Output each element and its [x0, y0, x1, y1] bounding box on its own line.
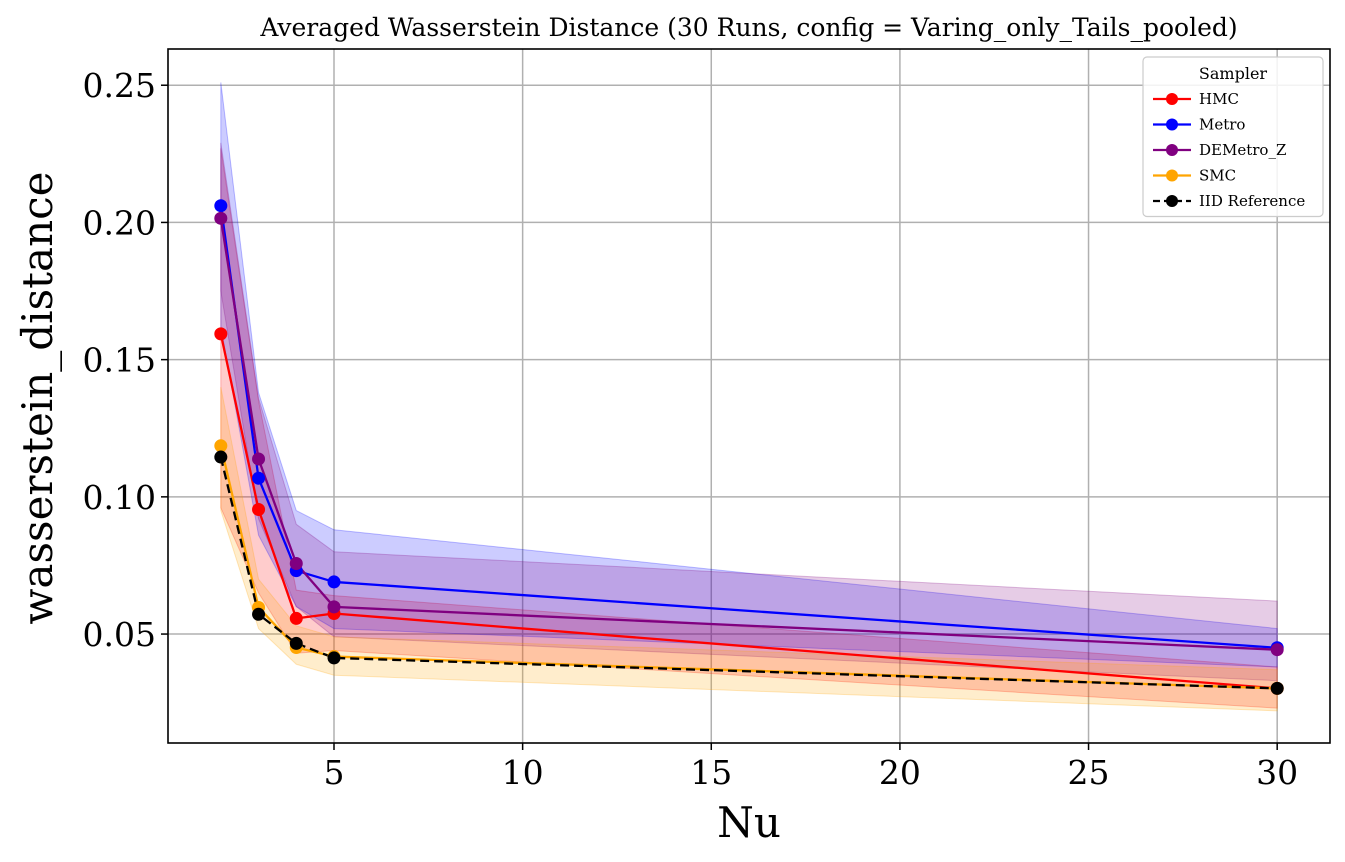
x-tick-label: 15 — [690, 753, 732, 792]
demetro-z-point — [289, 557, 303, 571]
legend-marker-metro — [1166, 118, 1178, 131]
iid-reference-point — [327, 651, 341, 665]
iid-reference-point — [252, 607, 266, 621]
iid-reference-point — [1270, 681, 1284, 695]
legend-label-metro: Metro — [1199, 116, 1245, 134]
legend-marker-smc — [1166, 169, 1178, 182]
demetro-z-point — [252, 452, 266, 466]
metro-band — [220, 82, 1278, 668]
demetro-z-point — [1270, 643, 1284, 657]
x-axis-label: Nu — [717, 798, 781, 847]
x-tick-label: 10 — [502, 753, 544, 792]
plot-frame — [167, 48, 1331, 744]
y-tick-label: 0.05 — [83, 615, 156, 654]
smc-band — [220, 386, 1278, 712]
y-tick-label: 0.10 — [83, 478, 156, 517]
iid-reference-point — [289, 636, 303, 650]
metro-point — [252, 471, 266, 485]
y-tick-label: 0.15 — [83, 341, 156, 380]
series-markers — [214, 199, 1284, 695]
hmc-point — [214, 327, 228, 341]
smc-point — [214, 439, 228, 453]
hmc-point — [252, 502, 266, 516]
metro-point — [214, 199, 228, 213]
legend-marker-iid-reference — [1166, 195, 1178, 207]
legend-label-hmc: HMC — [1199, 90, 1239, 108]
y-tick-label: 0.25 — [83, 66, 156, 105]
metro-point — [327, 575, 341, 589]
legend-label-demetro-z: DEMetro_Z — [1199, 141, 1286, 159]
chart-title: Averaged Wasserstein Distance (30 Runs, … — [259, 13, 1237, 42]
axis-ticks: 5 10 15 20 25 30 0.05 0.10 0.15 0.20 0.25 — [83, 66, 1299, 792]
iid-reference-point — [214, 450, 228, 464]
legend-marker-hmc — [1166, 93, 1178, 105]
demetro-z-point — [214, 211, 228, 225]
y-axis-label: wasserstein_distance — [13, 171, 62, 624]
x-tick-label: 30 — [1256, 753, 1298, 792]
x-tick-label: 20 — [879, 753, 921, 792]
legend: Sampler HMC Metro DEMetro_Z SMC IID Reference — [1142, 56, 1324, 218]
y-tick-label: 0.20 — [83, 203, 156, 242]
x-tick-label: 25 — [1068, 753, 1110, 792]
hmc-point — [289, 611, 303, 625]
x-tick-label: 5 — [324, 753, 345, 792]
grid-layer — [168, 49, 1330, 743]
legend-label-iid-reference: IID Reference — [1199, 192, 1305, 210]
legend-label-smc: SMC — [1199, 167, 1236, 185]
confidence-bands — [220, 82, 1278, 712]
demetro-z-point — [327, 600, 341, 614]
demetro-z-band — [220, 142, 1278, 682]
legend-marker-demetro-z — [1166, 144, 1178, 156]
legend-title: Sampler — [1199, 64, 1268, 83]
iid-reference-line — [219, 456, 1278, 690]
